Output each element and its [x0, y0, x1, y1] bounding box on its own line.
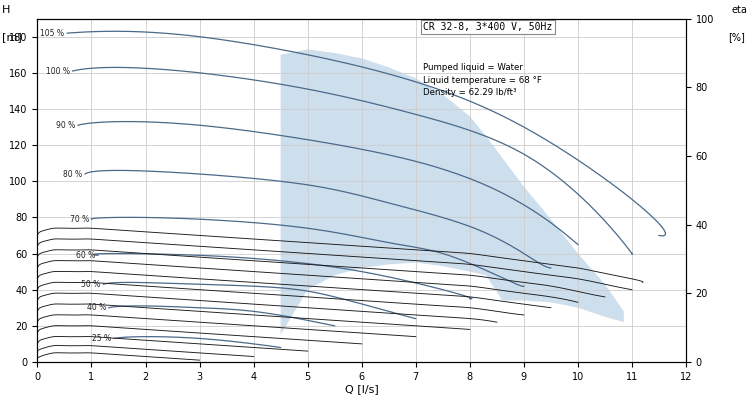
Text: eta: eta: [732, 5, 747, 15]
Text: [%]: [%]: [728, 32, 745, 42]
Text: 105 %: 105 %: [40, 28, 64, 38]
X-axis label: Q [l/s]: Q [l/s]: [345, 384, 378, 394]
Text: 50 %: 50 %: [82, 280, 101, 289]
Text: Pumped liquid = Water
Liquid temperature = 68 °F
Density = 62.29 lb/ft³: Pumped liquid = Water Liquid temperature…: [423, 63, 542, 97]
Text: 80 %: 80 %: [63, 170, 82, 178]
Text: 90 %: 90 %: [56, 121, 76, 130]
Text: 100 %: 100 %: [46, 66, 70, 76]
Text: 40 %: 40 %: [87, 303, 106, 312]
Text: 60 %: 60 %: [76, 251, 95, 260]
Polygon shape: [280, 49, 486, 335]
Text: 25 %: 25 %: [92, 334, 111, 343]
Text: [m]: [m]: [1, 32, 22, 42]
Text: 70 %: 70 %: [70, 215, 89, 224]
Polygon shape: [486, 136, 624, 322]
Text: H: H: [1, 5, 10, 15]
Text: CR 32-8, 3*400 V, 50Hz: CR 32-8, 3*400 V, 50Hz: [423, 22, 553, 32]
